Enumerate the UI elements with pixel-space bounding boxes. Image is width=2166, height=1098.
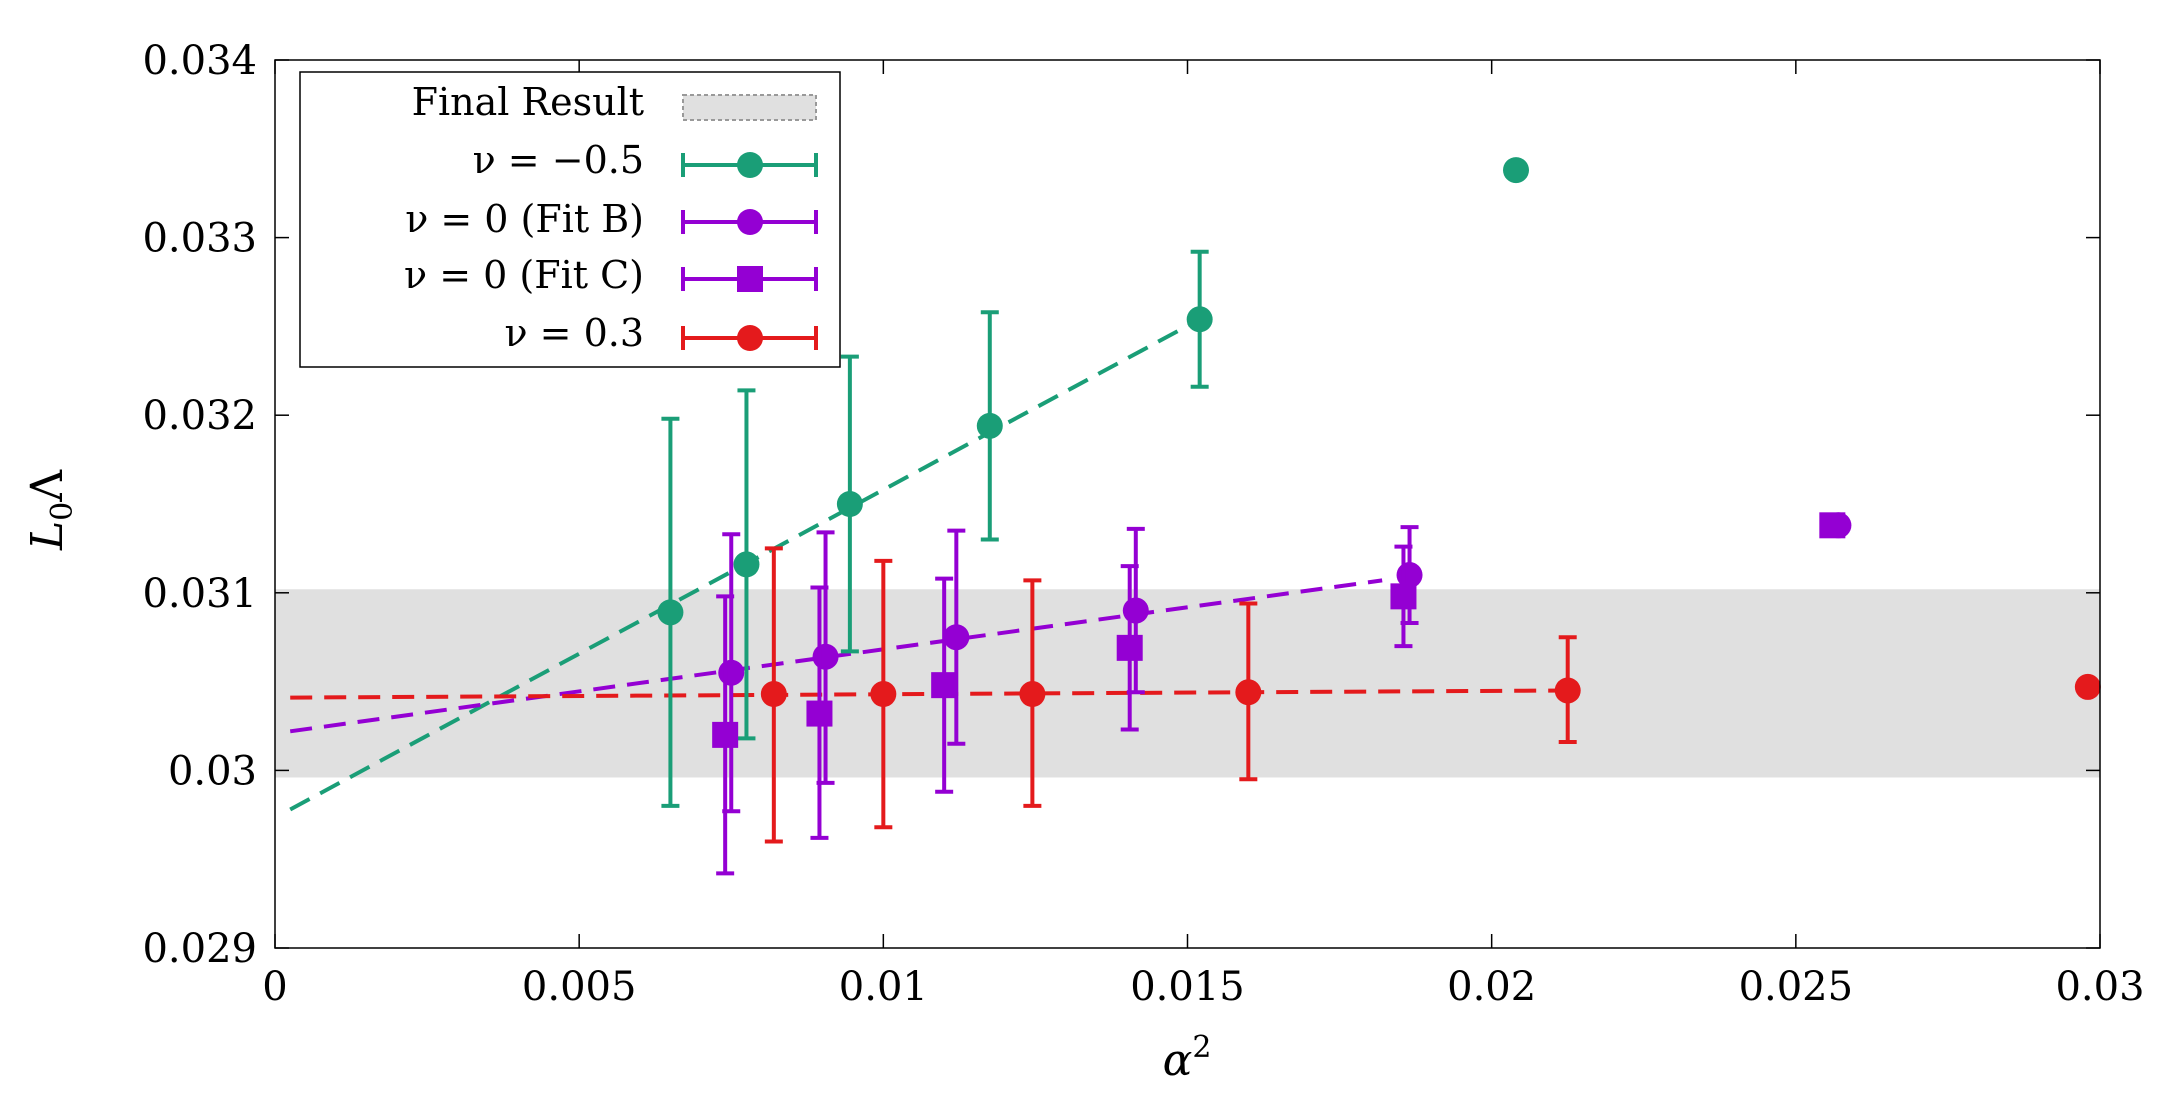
data-point-circle bbox=[943, 624, 970, 651]
x-tick-label: 0.005 bbox=[522, 964, 637, 1010]
data-points bbox=[657, 157, 2101, 876]
y-tick-label: 0.033 bbox=[142, 216, 257, 262]
x-tick-label: 0.02 bbox=[1447, 964, 1536, 1010]
data-point-square bbox=[1116, 634, 1143, 661]
series-2 bbox=[712, 512, 1846, 876]
data-point-square bbox=[806, 700, 833, 727]
legend-label-nu-0-3: ν = 0.3 bbox=[504, 311, 644, 355]
data-point-circle bbox=[812, 643, 839, 670]
series-0 bbox=[657, 157, 1529, 808]
y-tick-label: 0.029 bbox=[142, 926, 257, 972]
y-axis-label-base: L bbox=[22, 521, 73, 551]
y-axis-label-sub: 0 bbox=[45, 502, 80, 521]
x-tick-label: 0 bbox=[262, 964, 287, 1010]
data-point-circle bbox=[1554, 677, 1581, 704]
y-axis-label: L0Λ bbox=[22, 469, 80, 551]
data-point-square bbox=[712, 721, 739, 748]
x-axis-label-sup: 2 bbox=[1192, 1030, 1211, 1065]
y-tick-label: 0.03 bbox=[168, 748, 257, 794]
x-tick-label: 0.01 bbox=[839, 964, 928, 1010]
data-point-circle bbox=[1235, 679, 1262, 706]
y-tick-label: 0.032 bbox=[142, 393, 257, 439]
data-point-square bbox=[931, 672, 958, 699]
legend-marker-nu-0-fit-b bbox=[681, 209, 818, 235]
legend-label-nu-0-fit-c: ν = 0 (Fit C) bbox=[404, 253, 644, 297]
data-point-circle bbox=[760, 681, 787, 708]
data-point-circle bbox=[718, 659, 745, 686]
data-point-circle bbox=[1122, 597, 1149, 624]
legend-label-nu-0-fit-b: ν = 0 (Fit B) bbox=[405, 197, 644, 241]
data-point-circle bbox=[836, 491, 863, 517]
data-point-square bbox=[1819, 512, 1846, 539]
series-3 bbox=[760, 546, 2101, 844]
legend-marker-nu-0-fit-c bbox=[681, 266, 818, 292]
x-axis-label-base: α bbox=[1163, 1035, 1193, 1086]
axis-ticks: 0 0.005 0.01 0.015 0.02 0.025 0.03 0.029 0.03 0.0… bbox=[142, 38, 2144, 1010]
legend-swatch-final-result bbox=[682, 94, 817, 121]
legend: Final Result ν = −0.5 ν = 0 (Fit B) ν = … bbox=[299, 71, 841, 368]
final-result-band bbox=[275, 589, 2100, 778]
data-point-circle bbox=[1186, 306, 1213, 333]
y-tick-label: 0.031 bbox=[142, 571, 257, 617]
data-point-circle bbox=[657, 599, 684, 626]
data-point-circle bbox=[870, 681, 897, 708]
x-tick-label: 0.03 bbox=[2055, 964, 2144, 1010]
data-point-circle bbox=[1503, 157, 1529, 184]
legend-label-nu-minus-0-5: ν = −0.5 bbox=[473, 138, 644, 182]
y-tick-label: 0.034 bbox=[142, 38, 257, 84]
y-axis-label-tail: Λ bbox=[22, 469, 73, 503]
data-point-circle bbox=[2074, 673, 2101, 700]
legend-label-final-result: Final Result bbox=[412, 80, 644, 124]
legend-marker-nu-0-3 bbox=[681, 325, 818, 351]
legend-marker-nu-minus-0-5 bbox=[681, 152, 818, 178]
x-tick-label: 0.025 bbox=[1739, 964, 1854, 1010]
x-tick-label: 0.015 bbox=[1130, 964, 1245, 1010]
data-point-square bbox=[1390, 583, 1417, 610]
fit-line-series-3 bbox=[290, 688, 1568, 700]
x-axis-label: α2 bbox=[1163, 1030, 1212, 1086]
data-point-circle bbox=[733, 551, 760, 578]
data-point-circle bbox=[1019, 681, 1046, 708]
data-point-circle bbox=[976, 412, 1003, 439]
